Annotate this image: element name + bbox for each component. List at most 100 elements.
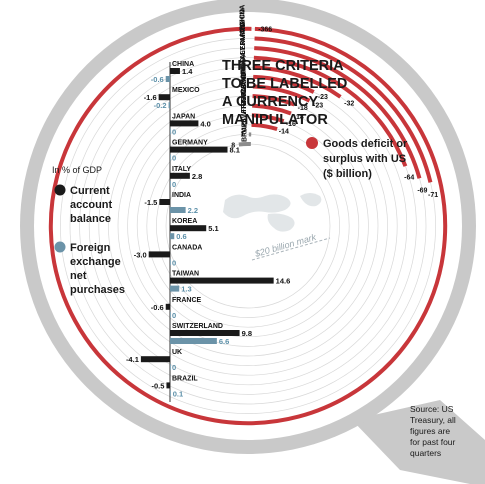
goods-arc-india — [253, 74, 315, 94]
title-line-2: TO BE LABELLED — [222, 76, 347, 92]
goods-arc-canada — [252, 94, 296, 107]
fx-bar-china — [165, 76, 170, 82]
goods-arc-switzerland — [251, 122, 278, 131]
goods-value-labels: 81 -14-16-18-18 -23-23-32-64-69-71-366 — [231, 27, 438, 200]
fx-bar-uk — [170, 364, 171, 371]
goods-country-india: INDIA — [240, 56, 247, 75]
chart-title: THREE CRITERIA TO BE LABELLED A CURRENCY… — [222, 58, 347, 128]
ring-guide-korea — [108, 86, 388, 366]
goods-legend-line-1: Goods deficit or — [323, 138, 408, 150]
legend-goods: Goods deficit or surplus with US ($ bill… — [306, 137, 408, 180]
goods-country-labels: BRAZILUKSWITZERLANDFRANCETAIWANCANADAKOR… — [240, 5, 249, 142]
country-label-france: FRANCE — [172, 297, 201, 304]
goods-value-india: -23 — [318, 94, 328, 101]
fx-bar-switzerland — [170, 338, 217, 344]
current-value-brazil: -0.5 — [152, 381, 165, 390]
goods-legend-line-3: ($ billion) — [323, 168, 372, 180]
goods-country-japan: JAPAN — [240, 23, 247, 46]
goods-value-mexico: -71 — [428, 192, 438, 199]
current-bar-japan — [170, 120, 199, 127]
goods-arc-france — [251, 113, 285, 124]
fx-value-canada: 0 — [172, 258, 176, 267]
goods-arc-italy — [253, 65, 342, 99]
current-value-india: -1.5 — [144, 198, 157, 207]
goods-arc-mexico — [254, 36, 433, 183]
current-value-uk: -4.1 — [126, 355, 139, 364]
goods-legend-line-2: surplus with US — [323, 153, 406, 165]
current-bar-taiwan — [170, 277, 274, 284]
background-disc — [20, 0, 485, 484]
country-label-brazil: BRAZIL — [172, 375, 198, 382]
goods-country-canada: CANADA — [241, 64, 248, 94]
ring-guide-france — [136, 114, 360, 338]
goods-arc-brazil — [238, 142, 251, 147]
country-label-india: INDIA — [172, 192, 191, 199]
current-bar-france — [165, 303, 170, 310]
source-note: Source: US Treasury, all figures are for… — [410, 404, 456, 458]
scale-mark-line — [251, 237, 331, 261]
goods-value-germany: -64 — [404, 174, 414, 181]
fx-value-italy: 0 — [172, 180, 176, 189]
current-value-japan: 4.0 — [200, 119, 210, 128]
goods-arc-china — [48, 26, 448, 426]
source-line-3: figures are — [410, 426, 450, 436]
goods-arc-taiwan — [252, 103, 292, 116]
goods-country-germany: GERMANY — [240, 19, 247, 55]
fx-value-japan: 0 — [172, 127, 176, 136]
goods-country-mexico: MEXICO — [240, 8, 247, 36]
country-label-mexico: MEXICO — [172, 87, 200, 94]
inner-disc — [34, 12, 462, 440]
fx-bar-mexico — [168, 102, 170, 109]
current-value-china: 1.4 — [182, 67, 193, 76]
country-label-japan: JAPAN — [172, 113, 195, 120]
goods-value-italy: -32 — [344, 101, 354, 108]
current-value-korea: 5.1 — [208, 224, 218, 233]
fx-value-france: 0 — [172, 311, 176, 320]
goods-value-korea: -23 — [313, 102, 323, 109]
current-legend-line-1: Current — [70, 185, 110, 197]
current-bar-mexico — [158, 94, 170, 101]
ring-guide-india — [98, 76, 398, 376]
fx-value-uk: 0 — [172, 363, 176, 372]
goods-rings — [48, 26, 448, 426]
goods-value-taiwan: -18 — [294, 114, 304, 121]
current-bar-brazil — [166, 382, 170, 389]
current-value-germany: 8.1 — [230, 146, 240, 155]
title-line-4: MANIPULATOR — [222, 112, 328, 128]
current-value-canada: -3.0 — [134, 250, 147, 259]
source-line-1: Source: US — [410, 404, 454, 414]
current-bar-korea — [170, 225, 207, 232]
current-bar-canada — [148, 251, 170, 258]
source-line-2: Treasury, all — [410, 415, 456, 425]
fx-legend-line-4: purchases — [70, 284, 125, 296]
fx-bar-germany — [170, 154, 171, 161]
fx-bar-canada — [170, 259, 171, 266]
current-legend-dot — [54, 184, 66, 196]
fx-legend-line-3: net — [70, 270, 87, 282]
country-label-china: CHINA — [172, 61, 194, 68]
fx-value-germany: 0 — [172, 154, 176, 163]
fx-value-india: 2.2 — [188, 206, 198, 215]
title-line-1: THREE CRITERIA — [222, 58, 344, 74]
goods-country-china: CHINA — [240, 5, 247, 27]
country-label-korea: KOREA — [172, 218, 197, 225]
goods-legend-dot — [306, 137, 318, 149]
current-value-switzerland: 9.8 — [242, 329, 252, 338]
world-map — [223, 193, 322, 232]
goods-country-italy: ITALY — [240, 46, 247, 65]
goods-arc-korea — [252, 84, 311, 103]
goods-country-uk: UK — [241, 122, 248, 132]
goods-arc-germany — [253, 55, 408, 167]
fx-bar-india — [170, 207, 186, 213]
fx-value-mexico: -0.2 — [154, 101, 167, 110]
disc-tail — [352, 400, 485, 484]
goods-country-brazil: BRAZIL — [242, 116, 249, 142]
ring-guide-japan — [69, 47, 427, 405]
goods-value-uk: 1 — [240, 132, 244, 139]
ring-guide-canada — [117, 95, 379, 357]
current-bar-germany — [170, 146, 228, 153]
country-label-canada: CANADA — [172, 244, 202, 251]
fx-value-switzerland: 6.6 — [219, 337, 229, 346]
ring-guide-switzerland — [146, 124, 350, 328]
